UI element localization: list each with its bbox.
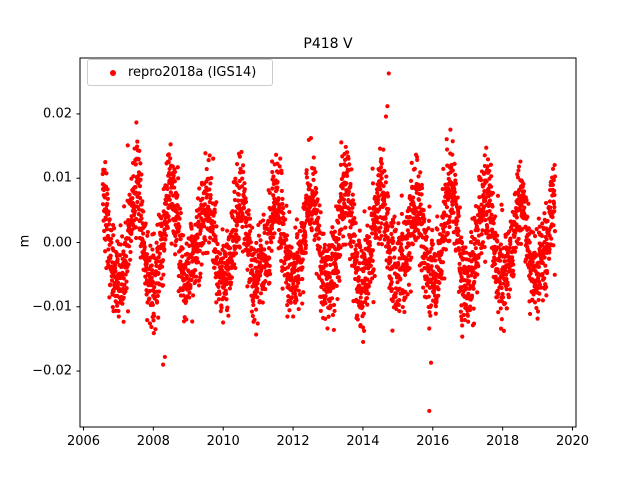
x-tick-label: 2012 bbox=[276, 434, 310, 449]
legend-label: repro2018a (IGS14) bbox=[128, 65, 257, 80]
legend-marker-dot-icon bbox=[110, 69, 116, 76]
y-tick-label: 0.01 bbox=[43, 170, 72, 186]
x-tick-label: 2006 bbox=[66, 434, 101, 449]
x-tick-label: 2016 bbox=[416, 434, 450, 449]
y-tick-label: 0.02 bbox=[43, 106, 72, 122]
y-axis-label: m bbox=[17, 234, 33, 248]
chart-title: P418 V bbox=[303, 36, 353, 52]
y-tick-label: −0.01 bbox=[32, 299, 72, 315]
y-tick-label: 0.00 bbox=[43, 235, 72, 250]
x-tick-label: 2008 bbox=[136, 434, 170, 449]
legend: repro2018a (IGS14) bbox=[87, 59, 274, 86]
x-tick-label: 2010 bbox=[206, 434, 240, 449]
x-tick-label: 2020 bbox=[555, 434, 590, 449]
x-tick-label: 2014 bbox=[346, 434, 380, 449]
x-tick-label: 2018 bbox=[486, 434, 520, 449]
y-tick-label: −0.02 bbox=[32, 363, 72, 379]
